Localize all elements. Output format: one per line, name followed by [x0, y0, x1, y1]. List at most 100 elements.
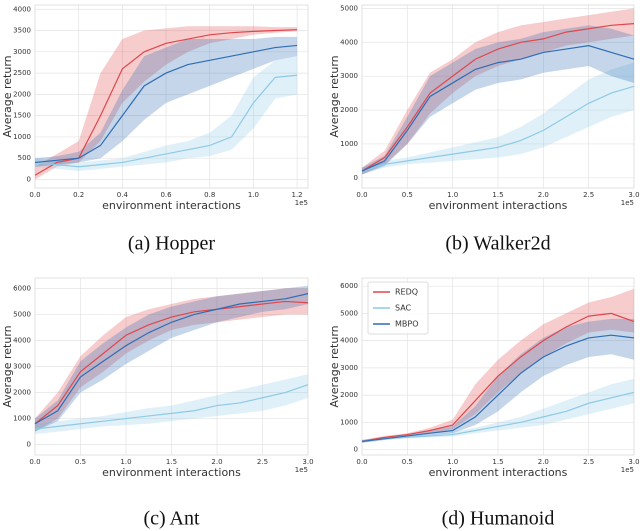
line — [34, 384, 309, 430]
x-offset-label: 1e5 — [621, 199, 634, 207]
y-tick-label: 3500 — [13, 27, 31, 35]
x-tick-label: 1.0 — [447, 191, 458, 199]
y-tick-label: 5000 — [340, 309, 358, 317]
x-tick-label: 0.5 — [402, 191, 413, 199]
line — [34, 74, 298, 168]
band — [35, 374, 308, 435]
y-tick-label: 500 — [18, 154, 31, 162]
y-tick-label: 2500 — [13, 69, 31, 77]
x-tick-label: 0.0 — [356, 191, 367, 199]
line — [361, 85, 635, 172]
legend-box — [367, 281, 429, 335]
y-tick-label: 2000 — [13, 389, 31, 397]
x-tick-label: 2.5 — [257, 458, 268, 466]
y-tick-label: 0 — [27, 441, 31, 449]
x-tick-label: 0.4 — [117, 191, 129, 199]
x-tick-label: 3.0 — [628, 458, 639, 466]
x-offset-label: 1e5 — [295, 466, 308, 474]
y-axis-label: Average return — [328, 325, 341, 407]
line — [361, 391, 635, 442]
y-axis-label: Average return — [1, 55, 14, 137]
x-offset-label: 1e5 — [621, 466, 634, 474]
x-axis-label: environment interactions — [102, 466, 241, 479]
x-tick-label: 0.0 — [29, 191, 40, 199]
x-tick-label: 0.8 — [204, 191, 215, 199]
x-tick-label: 0.5 — [402, 458, 413, 466]
y-tick-label: 3000 — [340, 364, 358, 372]
x-tick-label: 1.5 — [166, 458, 177, 466]
y-tick-label: 5000 — [340, 4, 358, 12]
x-tick-label: 1.0 — [248, 191, 259, 199]
y-tick-label: 1000 — [340, 418, 358, 426]
subplot: 0 1000 2000 3000 4000 5000 6000 0.0 0.5 1.0 1.5 2.0… — [328, 277, 640, 530]
line — [361, 45, 635, 172]
y-tick-label: 1000 — [340, 140, 358, 148]
y-tick-label: 2000 — [13, 90, 31, 98]
x-axis-label: environment interactions — [429, 466, 568, 479]
x-tick-label: 3.0 — [302, 458, 313, 466]
y-tick-label: 6000 — [13, 284, 31, 292]
x-tick-label: 0.2 — [73, 191, 84, 199]
subplot: 0 1000 2000 3000 4000 5000 0.0 0.5 1.0 1.5 2.0 2.5 3… — [328, 4, 640, 254]
x-tick-label: 2.0 — [538, 191, 549, 199]
line — [34, 300, 309, 425]
x-tick-label: 1.0 — [120, 458, 131, 466]
x-tick-label: 1.0 — [447, 458, 458, 466]
band — [35, 26, 298, 180]
x-axis-label: environment interactions — [102, 199, 241, 212]
band — [362, 378, 634, 443]
band — [362, 318, 634, 443]
band — [35, 36, 298, 167]
y-tick-label: 6000 — [340, 282, 358, 290]
x-tick-label: 2.0 — [211, 458, 222, 466]
band — [35, 56, 298, 171]
x-tick-label: 0.6 — [160, 191, 172, 199]
caption: (b) Walker2d — [445, 233, 550, 255]
y-tick-label: 1000 — [13, 133, 31, 141]
legend-label: REDQ — [395, 288, 418, 297]
x-tick-label: 2.0 — [538, 458, 549, 466]
y-axis-label: Average return — [1, 325, 14, 407]
legend-label: MBPO — [395, 320, 419, 329]
y-axis-label: Average return — [328, 55, 341, 137]
x-tick-label: 2.5 — [583, 458, 594, 466]
y-tick-label: 4000 — [13, 336, 31, 344]
y-tick-label: 0 — [354, 446, 358, 454]
x-tick-label: 2.5 — [583, 191, 594, 199]
x-tick-label: 1.5 — [492, 458, 503, 466]
legend-label: SAC — [395, 304, 412, 313]
caption: (d) Humanoid — [442, 508, 555, 530]
line — [361, 334, 635, 442]
x-offset-label: 1e5 — [295, 199, 308, 207]
y-tick-label: 1000 — [13, 415, 31, 423]
x-axis-label: environment interactions — [429, 199, 568, 212]
y-tick-label: 0 — [354, 174, 358, 182]
y-tick-label: 1500 — [13, 112, 31, 120]
y-tick-label: 4000 — [13, 5, 31, 13]
subplot: 0 1000 2000 3000 4000 5000 6000 0.0 0.5 1.0 1.5 2.0… — [1, 277, 314, 530]
band — [362, 25, 634, 175]
y-tick-label: 3000 — [13, 363, 31, 371]
y-tick-label: 2000 — [340, 106, 358, 114]
x-tick-label: 1.5 — [492, 191, 503, 199]
y-tick-label: 5000 — [13, 310, 31, 318]
x-tick-label: 0.5 — [75, 458, 86, 466]
line — [361, 312, 635, 442]
x-tick-label: 1.2 — [292, 191, 303, 199]
x-tick-label: 0.0 — [356, 458, 367, 466]
y-tick-label: 3000 — [13, 48, 31, 56]
band — [35, 285, 308, 432]
line — [361, 23, 635, 172]
x-tick-label: 3.0 — [628, 191, 639, 199]
band — [362, 8, 634, 175]
subplot: 0 500 1000 1500 2000 2500 3000 3500 4000 0.0 0.2 0.… — [1, 4, 309, 255]
y-tick-label: 0 — [27, 175, 31, 183]
line — [34, 44, 298, 164]
y-tick-label: 4000 — [340, 337, 358, 345]
caption: (a) Hopper — [128, 233, 216, 255]
y-tick-label: 4000 — [340, 38, 358, 46]
y-tick-label: 2000 — [340, 391, 358, 399]
caption: (c) Ant — [143, 508, 200, 530]
y-tick-label: 3000 — [340, 72, 358, 80]
